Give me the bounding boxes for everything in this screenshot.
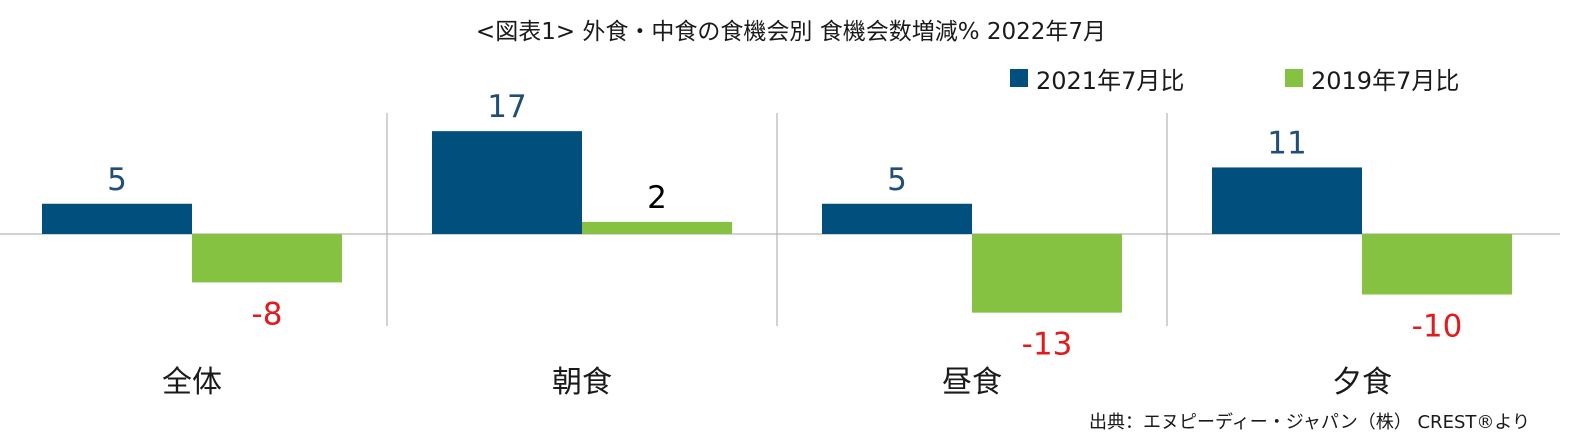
data-label-2019-0: -8 xyxy=(252,296,283,332)
data-label-2019-3: -10 xyxy=(1412,309,1463,345)
category-label-2: 昼食 xyxy=(942,365,1002,400)
data-label-2021-2: 5 xyxy=(887,162,907,198)
bar-2019-2 xyxy=(972,234,1122,313)
data-label-2021-1: 17 xyxy=(487,89,526,125)
legend-item-2019: 2019年7月比 xyxy=(1285,63,1460,95)
data-label-2021-0: 5 xyxy=(107,162,127,198)
category-label-3: 夕食 xyxy=(1332,365,1392,400)
chart-title: <図表1> 外食・中食の食機会別 食機会数増減% 2022年7月 xyxy=(475,19,1107,45)
bar-2019-1 xyxy=(582,221,732,234)
category-label-1: 朝食 xyxy=(552,365,612,400)
data-label-2019-2: -13 xyxy=(1022,327,1073,363)
legend-swatch-2021 xyxy=(1010,69,1028,87)
category-label-0: 全体 xyxy=(162,365,222,400)
bar-2019-3 xyxy=(1362,234,1512,295)
legend-swatch-2019 xyxy=(1285,69,1303,87)
bar-2021-0 xyxy=(42,203,192,234)
data-label-2021-3: 11 xyxy=(1267,125,1306,161)
legend-label-2019: 2019年7月比 xyxy=(1311,66,1460,95)
legend-item-2021: 2021年7月比 xyxy=(1010,63,1185,95)
bar-2021-1 xyxy=(432,131,582,234)
bar-2021-3 xyxy=(1212,167,1362,234)
source-note: 出典：エヌピーディー・ジャパン（株） CREST®より xyxy=(1089,412,1530,433)
bar-2021-2 xyxy=(822,203,972,234)
legend-label-2021: 2021年7月比 xyxy=(1036,66,1185,95)
data-label-2019-1: 2 xyxy=(647,180,667,216)
bar-2019-0 xyxy=(192,234,342,283)
